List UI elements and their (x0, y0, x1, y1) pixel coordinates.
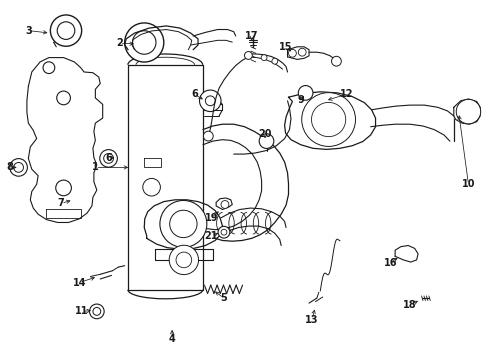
Circle shape (169, 245, 198, 275)
Circle shape (298, 86, 312, 100)
Circle shape (93, 307, 101, 315)
Text: 21: 21 (204, 231, 218, 241)
Circle shape (311, 102, 345, 137)
Circle shape (271, 58, 277, 64)
Circle shape (199, 90, 221, 112)
Circle shape (142, 179, 160, 196)
Circle shape (205, 96, 215, 106)
Text: 19: 19 (204, 213, 218, 223)
Polygon shape (144, 158, 161, 167)
Circle shape (261, 55, 266, 60)
Circle shape (100, 150, 117, 167)
Polygon shape (394, 246, 417, 262)
Circle shape (43, 62, 55, 73)
Text: 5: 5 (220, 293, 227, 303)
Circle shape (89, 304, 104, 319)
Circle shape (160, 201, 206, 247)
Text: 12: 12 (339, 89, 352, 99)
Polygon shape (46, 209, 81, 218)
Circle shape (50, 15, 81, 46)
Polygon shape (284, 92, 375, 149)
Text: 16: 16 (383, 258, 396, 268)
Circle shape (221, 229, 226, 235)
Polygon shape (128, 65, 203, 290)
Polygon shape (287, 47, 308, 59)
Circle shape (203, 131, 213, 141)
Circle shape (331, 56, 341, 66)
Text: 8: 8 (6, 162, 13, 172)
Polygon shape (216, 198, 232, 210)
Circle shape (221, 201, 228, 208)
Circle shape (56, 180, 71, 196)
Circle shape (124, 23, 163, 62)
Text: 7: 7 (58, 198, 64, 208)
Polygon shape (27, 58, 102, 222)
Circle shape (57, 22, 75, 39)
Text: 3: 3 (25, 26, 32, 36)
Text: 14: 14 (72, 278, 86, 288)
Circle shape (103, 153, 113, 163)
Circle shape (301, 93, 355, 147)
Circle shape (455, 99, 480, 124)
Circle shape (244, 51, 252, 59)
Text: 2: 2 (116, 38, 123, 48)
Text: 9: 9 (297, 95, 304, 105)
Text: 15: 15 (279, 42, 292, 52)
Polygon shape (453, 99, 479, 124)
Text: 18: 18 (402, 300, 416, 310)
Circle shape (259, 134, 273, 148)
Text: 20: 20 (258, 129, 271, 139)
Circle shape (10, 159, 27, 176)
Text: 10: 10 (461, 179, 474, 189)
Circle shape (169, 210, 197, 238)
Text: 17: 17 (244, 31, 258, 41)
Text: 4: 4 (168, 334, 175, 344)
Text: 6: 6 (191, 89, 198, 99)
Circle shape (298, 48, 305, 56)
Circle shape (14, 162, 23, 172)
Text: 6: 6 (105, 153, 112, 163)
Polygon shape (144, 200, 222, 249)
Text: 1: 1 (92, 162, 99, 172)
Text: 11: 11 (75, 306, 89, 316)
Circle shape (132, 31, 156, 54)
Polygon shape (154, 249, 213, 260)
Circle shape (57, 91, 70, 105)
Text: 13: 13 (305, 315, 318, 325)
Circle shape (288, 49, 296, 57)
Circle shape (176, 252, 191, 268)
Circle shape (218, 226, 229, 238)
